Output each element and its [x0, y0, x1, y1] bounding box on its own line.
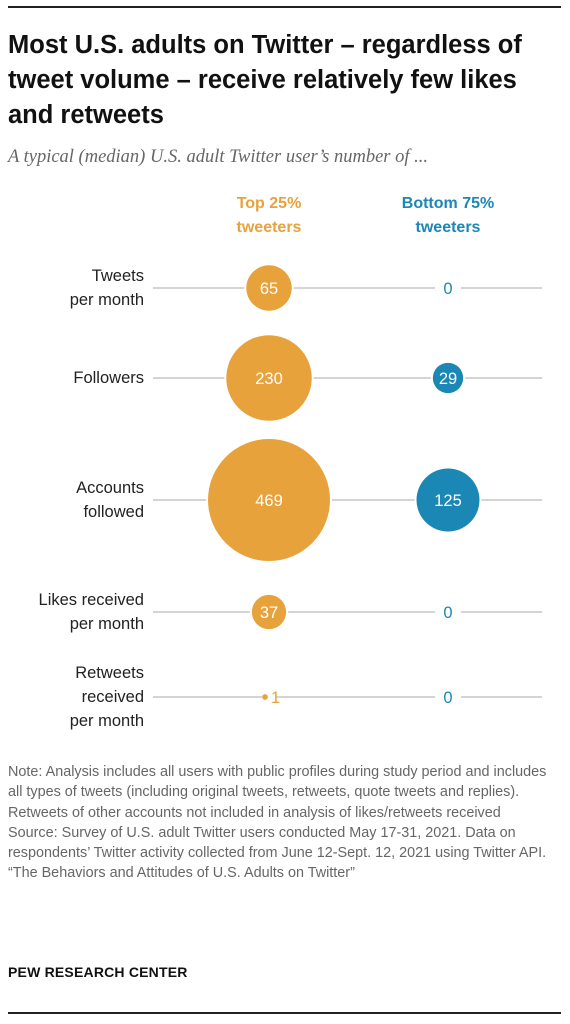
series-header-line: Top 25%: [236, 195, 302, 212]
row-label-line: received: [81, 688, 144, 706]
value-label-bottom: 0: [443, 689, 452, 707]
row-label-line: Followers: [73, 369, 144, 387]
value-label-bottom: 29: [439, 370, 457, 388]
series-header-bottom: Bottom 75% tweeters: [368, 192, 528, 240]
value-label-bottom: 125: [434, 492, 462, 510]
bubble-chart: Top 25% tweeters Bottom 75% tweeters Tweets p…: [0, 188, 570, 748]
bubble-top: [226, 335, 312, 421]
value-label-top: 37: [260, 604, 278, 622]
value-label-top: 469: [255, 492, 283, 510]
value-label-top: 1: [271, 689, 280, 707]
row-label: Tweets per month: [0, 264, 144, 312]
row-label: Accounts followed: [0, 476, 144, 524]
row-label: Retweets received per month: [0, 661, 144, 733]
chart-subtitle: A typical (median) U.S. adult Twitter us…: [8, 147, 428, 167]
bubble-bottom: [432, 362, 464, 394]
top-rule: [8, 6, 561, 8]
series-header-line: tweeters: [236, 219, 302, 236]
row-label-line: Retweets: [75, 664, 144, 682]
value-label-bottom: 0: [443, 604, 452, 622]
series-header-line: tweeters: [415, 219, 481, 236]
row-label-line: Accounts: [76, 479, 144, 497]
row-label-line: followed: [83, 503, 144, 521]
value-label-top: 65: [260, 280, 278, 298]
row-label-line: per month: [69, 291, 144, 309]
row-label-line: Likes received: [38, 591, 144, 609]
org-name: PEW RESEARCH CENTER: [8, 964, 188, 980]
bubble-top: [208, 439, 330, 561]
bubble-bottom: [416, 468, 480, 532]
series-header-top: Top 25% tweeters: [189, 192, 349, 240]
row-label: Likes received per month: [0, 588, 144, 636]
bubble-top: [262, 694, 268, 700]
chart-title: Most U.S. adults on Twitter – regardless…: [8, 31, 522, 129]
bottom-rule: [8, 1012, 561, 1014]
notes-block: Note: Analysis includes all users with p…: [8, 762, 563, 884]
series-header-line: Bottom 75%: [401, 195, 495, 212]
bubble-svg: 65 0 230 29 469 125 37 0 1 0: [153, 265, 542, 707]
bubble-top: [246, 265, 292, 311]
report-title-text: “The Behaviors and Attitudes of U.S. Adu…: [8, 865, 355, 882]
row-label-line: per month: [69, 615, 144, 633]
bubble-top: [251, 594, 287, 630]
row-label: Followers: [0, 366, 144, 390]
value-label-top: 230: [255, 370, 283, 388]
row-label-line: per month: [69, 712, 144, 730]
note-text: Note: Analysis includes all users with p…: [8, 764, 547, 821]
source-text: Source: Survey of U.S. adult Twitter use…: [8, 824, 547, 862]
value-label-bottom: 0: [443, 280, 452, 298]
row-label-line: Tweets: [91, 267, 144, 285]
